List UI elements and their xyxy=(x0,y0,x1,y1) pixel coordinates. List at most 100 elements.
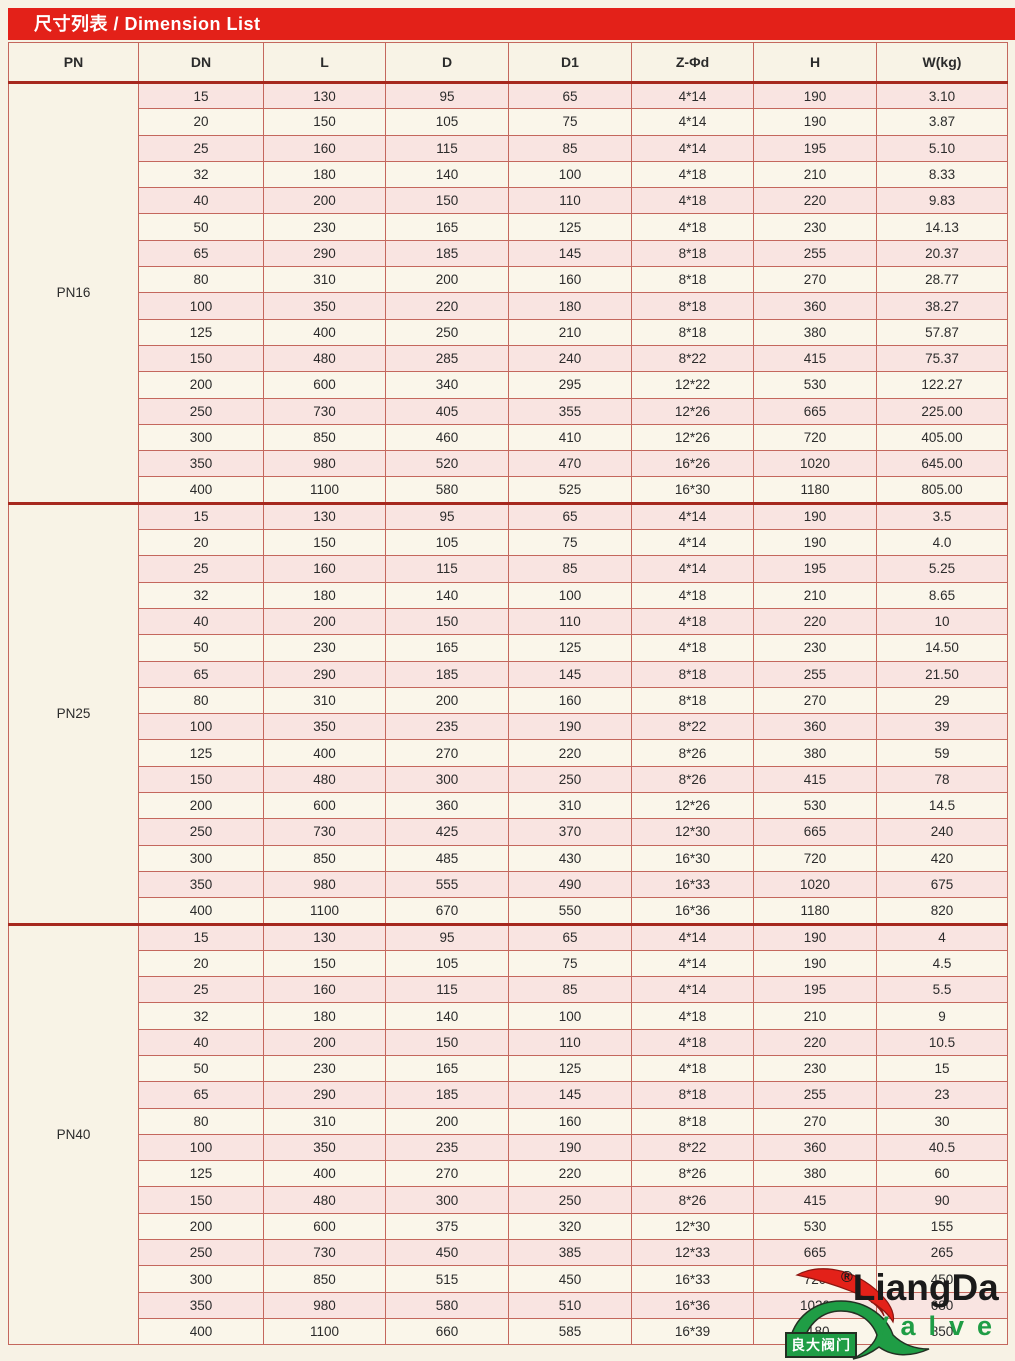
section-title-banner: 尺寸列表 / Dimension List xyxy=(8,8,1015,40)
table-cell: 75.37 xyxy=(876,344,1008,373)
table-cell: 165 xyxy=(385,1054,509,1083)
table-cell: 1100 xyxy=(263,476,386,504)
table-cell: 200 xyxy=(385,1107,509,1135)
table-cell: 210 xyxy=(508,318,632,346)
table-cell: 39 xyxy=(876,713,1008,741)
column-header-h: H xyxy=(753,42,877,84)
table-row: 300 850 485 430 16*30 720 420 xyxy=(9,844,1008,872)
table-row: 150 480 285 240 8*22 415 75.37 xyxy=(9,344,1008,373)
table-cell: 220 xyxy=(385,292,509,320)
table-cell: 12*33 xyxy=(631,1239,754,1267)
table-cell: 600 xyxy=(263,1212,386,1241)
table-row: 150 480 300 250 8*26 415 90 xyxy=(9,1186,1008,1214)
table-cell: 59 xyxy=(876,739,1008,767)
header-row: PN DN L D D1 Z-Φd H W(kg) xyxy=(8,42,1008,84)
table-cell: 350 xyxy=(138,1291,264,1319)
table-row: 20 150 105 75 4*14 190 4.0 xyxy=(9,529,1008,557)
table-cell: 600 xyxy=(263,371,386,399)
table-cell: 20.37 xyxy=(876,239,1008,268)
table-cell: 235 xyxy=(385,1133,509,1162)
table-cell: 4.0 xyxy=(876,529,1008,557)
table-cell: 190 xyxy=(508,713,632,741)
table-cell: 360 xyxy=(753,1133,877,1162)
table-cell: 3.87 xyxy=(876,108,1008,136)
table-cell: 580 xyxy=(385,476,509,504)
table-cell: 310 xyxy=(263,686,386,715)
table-cell: 65 xyxy=(508,81,632,110)
table-cell: 4*14 xyxy=(631,134,754,162)
table-cell: 380 xyxy=(753,318,877,346)
table-row: 100 350 235 190 8*22 360 39 xyxy=(9,713,1008,741)
table-cell: 730 xyxy=(263,818,386,846)
table-cell: 530 xyxy=(753,371,877,399)
dimension-table-body: PN16 15 130 95 65 4*14 190 3.10 20 150 105 75 4*14 19… xyxy=(8,81,1008,1346)
table-cell: 400 xyxy=(138,1317,264,1346)
table-cell: 240 xyxy=(508,344,632,373)
table-cell: 360 xyxy=(753,713,877,741)
table-cell: 200 xyxy=(138,371,264,399)
table-cell: 65 xyxy=(138,1081,264,1109)
table-cell: 250 xyxy=(138,397,264,425)
table-cell: 110 xyxy=(508,1028,632,1056)
table-cell: 5.25 xyxy=(876,555,1008,583)
table-cell: 665 xyxy=(753,1239,877,1267)
table-cell: 220 xyxy=(753,1028,877,1056)
table-cell: 1100 xyxy=(263,897,386,925)
table-cell: 85 xyxy=(508,555,632,583)
table-cell: 110 xyxy=(508,607,632,636)
table-row: 400 1100 580 525 16*30 1180 805.00 xyxy=(9,476,1008,504)
table-cell: 8*18 xyxy=(631,1107,754,1135)
table-cell: 400 xyxy=(138,897,264,925)
table-cell: 555 xyxy=(385,870,509,899)
table-cell: 225.00 xyxy=(876,397,1008,425)
table-cell: 250 xyxy=(138,1239,264,1267)
table-cell: 140 xyxy=(385,160,509,189)
table-cell: 65 xyxy=(138,239,264,268)
table-cell: 270 xyxy=(753,1107,877,1135)
table-row: 125 400 270 220 8*26 380 60 xyxy=(9,1160,1008,1188)
dimension-table: PN DN L D D1 Z-Φd H W(kg) PN16 15 130 95 65 4… xyxy=(8,42,1008,1346)
table-cell: 415 xyxy=(753,1186,877,1214)
table-cell: 50 xyxy=(138,213,264,241)
table-cell: 515 xyxy=(385,1265,509,1293)
table-cell: 15 xyxy=(876,1054,1008,1083)
table-cell: 25 xyxy=(138,555,264,583)
pn-group-label: PN40 xyxy=(8,922,139,1346)
table-cell: 125 xyxy=(508,213,632,241)
table-cell: 30 xyxy=(876,1107,1008,1135)
table-cell: 100 xyxy=(138,292,264,320)
table-cell: 850 xyxy=(263,1265,386,1293)
table-cell: 290 xyxy=(263,239,386,268)
table-cell: 210 xyxy=(753,581,877,609)
table-cell: 460 xyxy=(385,423,509,452)
table-cell: 200 xyxy=(263,607,386,636)
table-cell: 60 xyxy=(876,1160,1008,1188)
table-cell: 730 xyxy=(263,1239,386,1267)
table-cell: 510 xyxy=(508,1291,632,1319)
table-cell: 350 xyxy=(138,450,264,478)
table-cell: 665 xyxy=(753,397,877,425)
table-cell: 105 xyxy=(385,949,509,978)
table-cell: 8*26 xyxy=(631,1160,754,1188)
table-cell: 130 xyxy=(263,501,386,531)
table-cell: 150 xyxy=(263,108,386,136)
table-cell: 380 xyxy=(753,739,877,767)
table-cell: 850 xyxy=(876,1317,1008,1346)
table-cell: 720 xyxy=(753,423,877,452)
table-cell: 122.27 xyxy=(876,371,1008,399)
table-cell: 850 xyxy=(263,423,386,452)
table-cell: 160 xyxy=(508,686,632,715)
table-row: 65 290 185 145 8*18 255 20.37 xyxy=(9,239,1008,268)
table-cell: 16*33 xyxy=(631,1265,754,1293)
pn-group-label: PN16 xyxy=(8,82,139,504)
table-cell: 8*22 xyxy=(631,713,754,741)
table-cell: 4*14 xyxy=(631,81,754,110)
table-cell: 15 xyxy=(138,81,264,110)
table-row: 250 730 425 370 12*30 665 240 xyxy=(9,818,1008,846)
table-cell: 8*26 xyxy=(631,1186,754,1214)
table-cell: 85 xyxy=(508,976,632,1004)
table-cell: 200 xyxy=(263,1028,386,1056)
table-cell: 300 xyxy=(138,423,264,452)
table-row: 65 290 185 145 8*18 255 23 xyxy=(9,1081,1008,1109)
table-row: PN25 15 130 95 65 4*14 190 3.5 xyxy=(8,501,1008,925)
